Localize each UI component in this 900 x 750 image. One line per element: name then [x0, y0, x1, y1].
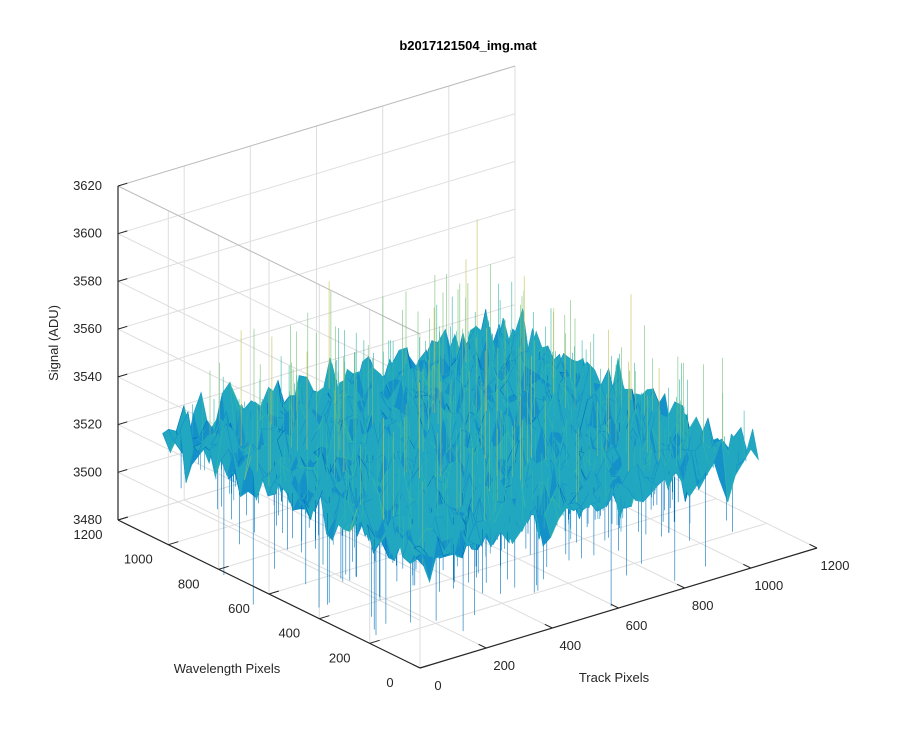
y-tick-mark — [419, 664, 431, 669]
x-tick-mark — [478, 643, 487, 649]
z-tick-mark — [117, 278, 128, 282]
y-tick-label: 0 — [386, 675, 393, 690]
x-tick-label: 200 — [493, 658, 515, 673]
y-tick-mark — [268, 590, 280, 595]
z-tick-mark — [117, 182, 128, 187]
z-tick-label: 3520 — [73, 417, 102, 432]
y-tick-label: 400 — [278, 626, 300, 641]
grid-line — [319, 498, 717, 620]
chart-title: b2017121504_img.mat — [399, 38, 537, 53]
z-tick-mark — [117, 516, 128, 521]
y-tick-mark — [168, 541, 179, 546]
grid-line — [369, 522, 767, 644]
y-tick-mark — [369, 639, 380, 644]
z-tick-mark — [117, 421, 128, 426]
z-tick-mark — [117, 230, 128, 235]
x-tick-label: 1200 — [821, 558, 850, 573]
z-tick-label: 3560 — [73, 321, 102, 336]
x-tick-label: 1000 — [754, 578, 783, 593]
y-tick-label: 600 — [228, 601, 250, 616]
z-tick-mark — [117, 373, 128, 378]
x-tick-label: 800 — [692, 598, 714, 613]
z-tick-label: 3600 — [73, 226, 102, 241]
y-axis-label: Wavelength Pixels — [174, 661, 281, 676]
z-tick-label: 3480 — [73, 512, 102, 527]
z-tick-label: 3580 — [73, 273, 102, 288]
z-tick-mark — [117, 325, 128, 330]
surface-patch — [744, 428, 759, 460]
y-tick-label: 1200 — [74, 527, 103, 542]
x-tick-label: 600 — [626, 618, 648, 633]
z-tick-label: 3500 — [73, 464, 102, 479]
z-tick-label: 3620 — [73, 178, 102, 193]
x-tick-mark — [676, 583, 685, 589]
x-tick-mark — [809, 543, 818, 549]
x-tick-label: 400 — [559, 638, 581, 653]
box-edge — [117, 65, 516, 187]
z-tick-label: 3540 — [73, 369, 102, 384]
x-tick-mark — [544, 623, 553, 629]
y-tick-mark — [218, 565, 229, 570]
x-tick-label: 0 — [434, 678, 441, 693]
z-axis-label: Signal (ADU) — [46, 305, 61, 381]
x-tick-mark — [743, 563, 752, 569]
y-tick-mark — [319, 615, 330, 620]
y-tick-label: 1000 — [124, 552, 153, 567]
box-edge — [117, 185, 421, 335]
z-tick-mark — [117, 469, 128, 473]
x-tick-mark — [610, 603, 619, 609]
x-axis-label: Track Pixels — [579, 670, 650, 685]
y-tick-label: 200 — [329, 650, 351, 665]
y-tick-label: 800 — [178, 576, 200, 591]
axes — [117, 182, 818, 669]
x-tick-mark — [412, 663, 421, 669]
surface — [162, 219, 759, 636]
tick-labels: 0 200 400 600 800 1000 1200 0 200 400 600 800 1000 12… — [73, 178, 849, 693]
